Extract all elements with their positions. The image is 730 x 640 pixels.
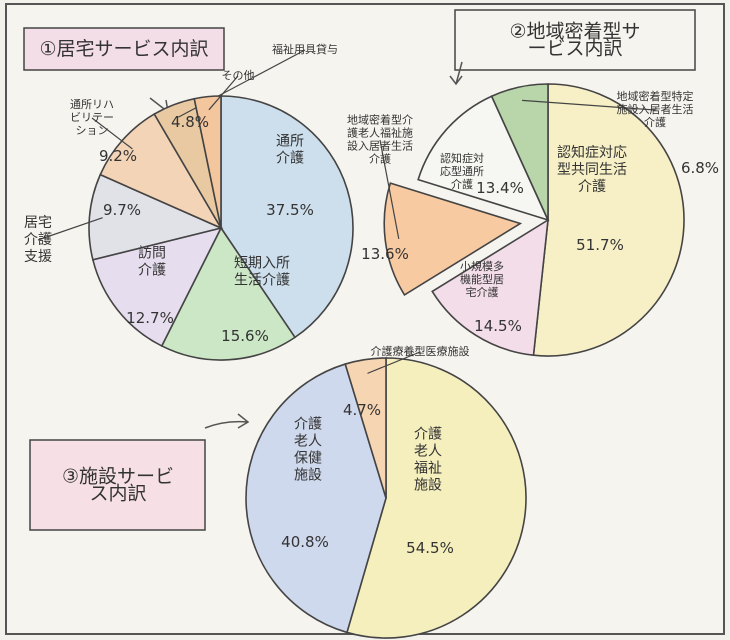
slice-label: 訪問介護 — [138, 246, 166, 279]
slice-label: 小規模多機能型居宅介護 — [460, 259, 504, 299]
value-label: 12.7% — [126, 309, 174, 327]
value-label: 4.8% — [171, 113, 209, 131]
value-label: 40.8% — [281, 533, 329, 551]
value-label: 13.6% — [361, 245, 409, 263]
value-label: 54.5% — [406, 539, 454, 557]
value-label: 13.4% — [476, 179, 524, 197]
value-label: 15.6% — [221, 327, 269, 345]
poster: ①居宅サービス内訳通所介護短期入所生活介護 訪問介護 居宅介護支援 通所リハビリテーシ… — [0, 0, 730, 640]
chart-title: ②地域密着型サービス内訳 — [509, 20, 640, 59]
value-label: 9.7% — [103, 201, 141, 219]
value-label: 37.5% — [266, 201, 314, 219]
value-label: 6.8% — [681, 159, 719, 177]
slice-label: 短期入所生活介護 — [234, 256, 290, 289]
slice-label: 通所リハビリテーション — [70, 98, 114, 137]
value-label: 14.5% — [474, 317, 522, 335]
slice-label: 介護老人福祉施設 — [414, 427, 442, 494]
value-label: 9.2% — [99, 147, 137, 165]
value-label: 51.7% — [576, 236, 624, 254]
chart-title: ①居宅サービス内訳 — [39, 38, 208, 60]
slice-label: 居宅介護支援 — [24, 215, 52, 265]
value-label: 4.7% — [343, 401, 381, 419]
slice-label: 福祉用具貸与 — [272, 42, 338, 56]
slice-label: その他 — [222, 69, 255, 82]
slice-label: 介護老人保健施設 — [294, 417, 322, 484]
slice-label: 介護療養型医療施設 — [371, 344, 470, 358]
slice-label: 通所介護 — [276, 134, 304, 167]
